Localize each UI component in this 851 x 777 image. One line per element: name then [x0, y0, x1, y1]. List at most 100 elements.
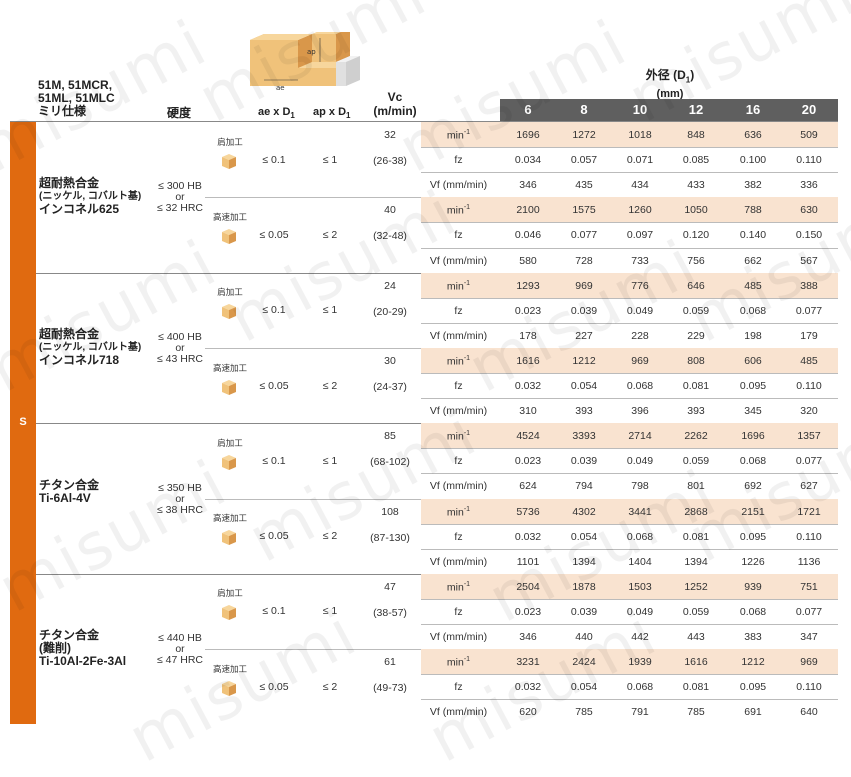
ap-value: ≤ 1	[322, 454, 338, 467]
vf-cell: 178	[519, 329, 537, 342]
fz-cell: 0.068	[739, 304, 767, 317]
series-heading: 51M, 51MCR, 51ML, 51MLC ミリ仕様	[38, 79, 115, 118]
material-hardness: ≤ 400 HB or ≤ 43 HRC	[152, 331, 208, 365]
vc-value: 108	[381, 505, 399, 518]
vf-cell: 785	[687, 706, 705, 719]
vf-label: Vf (mm/min)	[429, 631, 488, 643]
material-name-line: 超耐熱合金	[39, 326, 100, 341]
operation-label: 肩加工	[217, 588, 243, 599]
diameter-header-bar: 6 8 10 12 16 20	[500, 99, 838, 121]
vc-value: 24	[384, 279, 396, 292]
rpm-cell: 1293	[516, 279, 540, 292]
rpm-cell: 3393	[572, 430, 596, 443]
rpm-cell: 2868	[684, 505, 708, 518]
vc-range: (20-29)	[373, 305, 407, 318]
vf-cell: 179	[800, 329, 818, 342]
vf-label: Vf (mm/min)	[429, 254, 488, 267]
material-grade: Ti-6Al-4V	[39, 490, 91, 505]
vf-label: Vf (mm/min)	[429, 706, 488, 719]
fz-cell: 0.034	[514, 154, 542, 167]
rpm-row-band	[421, 197, 838, 223]
material-grade: Ti-10Al-2Fe-3Al	[39, 654, 127, 669]
operation-cube-icon	[220, 528, 238, 546]
vf-cell: 728	[575, 254, 593, 267]
vf-cell: 1394	[572, 555, 596, 568]
vf-cell: 443	[687, 631, 705, 643]
operation-cube-icon	[220, 453, 238, 471]
rpm-row-band	[421, 423, 838, 449]
fz-cell: 0.039	[570, 455, 598, 468]
fz-cell: 0.068	[739, 455, 767, 468]
vf-cell: 383	[744, 631, 762, 643]
row-separator	[421, 322, 838, 324]
fz-label: fz	[454, 530, 463, 543]
fz-cell: 0.095	[739, 530, 767, 543]
material-grade: インコネル625	[39, 202, 120, 217]
diagram-ap-label: ap	[307, 48, 316, 56]
series-line-1: 51M, 51MCR,	[38, 78, 113, 92]
rpm-row-band	[421, 573, 838, 599]
row-separator	[421, 674, 838, 676]
row-separator	[421, 247, 838, 249]
fz-label: fz	[454, 455, 463, 468]
ap-heading: ap x D1	[313, 106, 351, 121]
vf-cell: 567	[800, 254, 818, 267]
fz-cell: 0.023	[514, 304, 542, 317]
vf-cell: 733	[631, 254, 649, 267]
vc-value: 85	[384, 430, 396, 443]
material-name: 超耐熱合金 (ニッケル, コバルト基) インコネル718	[39, 326, 141, 367]
fz-label: fz	[454, 304, 463, 317]
vf-cell: 346	[519, 179, 537, 192]
rpm-cell: 751	[800, 580, 818, 593]
vf-cell: 435	[575, 179, 593, 192]
vc-range: (68-102)	[370, 456, 410, 469]
operation-cube-icon	[220, 603, 238, 621]
vf-cell: 1226	[741, 555, 765, 568]
fz-cell: 0.110	[796, 681, 822, 694]
fz-cell: 0.054	[570, 380, 598, 392]
fz-cell: 0.110	[796, 154, 822, 167]
iso-group-bar	[10, 122, 36, 724]
ae-value: ≤ 0.1	[262, 605, 286, 618]
material-grade: インコネル718	[39, 352, 120, 367]
rpm-cell: 1357	[797, 430, 821, 443]
operation-cube-icon	[220, 378, 238, 396]
diameter-12-header: 12	[688, 102, 704, 117]
diameter-8-header: 8	[580, 102, 588, 117]
operation-label: 高速加工	[212, 211, 247, 222]
operation-cube-icon	[220, 679, 238, 697]
vc-value: 61	[384, 656, 396, 669]
vf-cell: 756	[687, 254, 705, 267]
rpm-cell: 969	[575, 279, 593, 292]
row-separator	[421, 373, 838, 374]
vc-heading: Vc (m/min)	[373, 90, 417, 118]
hardness-line: or	[175, 341, 185, 354]
material-name-line: チタン合金	[39, 477, 100, 492]
rpm-cell: 5736	[516, 505, 540, 518]
diameter-16-header: 16	[745, 102, 761, 117]
vf-cell: 627	[800, 480, 818, 493]
vf-label: Vf (mm/min)	[429, 405, 488, 418]
rpm-cell: 4524	[516, 430, 540, 443]
ap-value: ≤ 2	[322, 680, 338, 693]
hardness-line: or	[175, 191, 185, 204]
fz-cell: 0.081	[682, 380, 710, 392]
iso-group-label: S	[19, 416, 27, 428]
fz-cell: 0.110	[796, 380, 822, 392]
rpm-cell: 485	[744, 279, 762, 292]
ap-value: ≤ 1	[322, 605, 338, 618]
rpm-cell: 1575	[572, 204, 596, 217]
fz-cell: 0.049	[626, 304, 654, 317]
fz-cell: 0.081	[682, 530, 710, 543]
row-separator	[421, 699, 838, 701]
rpm-cell: 509	[800, 129, 818, 141]
ae-value: ≤ 0.05	[259, 680, 289, 693]
vc-value: 30	[384, 354, 396, 367]
vf-cell: 785	[575, 706, 593, 719]
fz-cell: 0.097	[626, 229, 654, 242]
material-hardness: ≤ 300 HB or ≤ 32 HRC	[152, 181, 208, 214]
fz-cell: 0.054	[570, 530, 598, 543]
operation-cube-icon	[220, 152, 238, 170]
ae-value: ≤ 0.05	[259, 379, 289, 392]
vf-cell: 336	[800, 179, 818, 192]
